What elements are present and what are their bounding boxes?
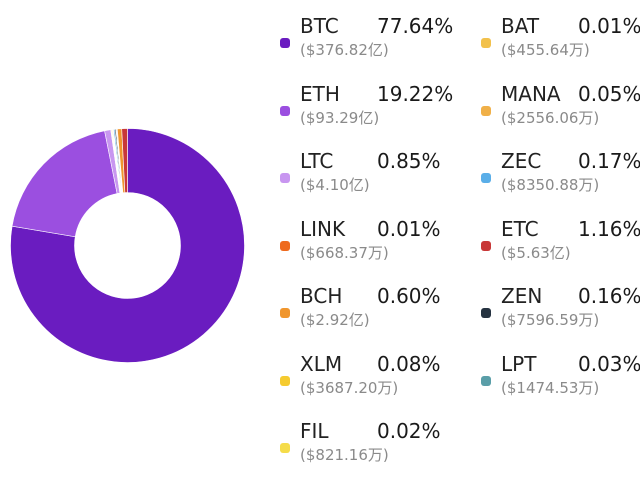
- legend-symbol: LTC: [300, 149, 334, 173]
- legend-percentage: 1.16%: [578, 216, 640, 241]
- legend-symbol: LINK: [300, 216, 346, 241]
- legend-item-eth[interactable]: ETH 19.22% ($93.29亿): [280, 81, 453, 132]
- legend-color-swatch: [481, 38, 491, 48]
- legend-item-xlm[interactable]: XLM 0.08% ($3687.20万): [280, 351, 441, 402]
- legend-symbol: MANA: [501, 81, 561, 106]
- legend-percentage: 0.01%: [578, 14, 640, 38]
- legend-amount: ($8350.88万): [501, 176, 600, 194]
- legend-amount: ($2556.06万): [501, 108, 600, 127]
- legend-percentage: 0.05%: [578, 81, 640, 106]
- legend-item-zen[interactable]: ZEN 0.16% ($7596.59万): [481, 284, 640, 334]
- legend-item-btc[interactable]: BTC 77.64% ($376.82亿): [280, 14, 453, 64]
- legend-symbol: XLM: [300, 351, 343, 376]
- legend-percentage: 19.22%: [377, 81, 454, 106]
- legend-percentage: 0.08%: [377, 351, 441, 376]
- legend-color-swatch: [481, 240, 491, 251]
- donut-chart: [10, 128, 245, 363]
- legend-percentage: 0.17%: [578, 149, 640, 173]
- legend-symbol: ZEN: [501, 284, 543, 308]
- legend-symbol: ETC: [501, 216, 539, 241]
- legend-amount: ($821.16万): [300, 446, 389, 464]
- legend-percentage: 0.60%: [377, 284, 441, 308]
- legend-color-swatch: [280, 105, 290, 116]
- legend-color-swatch: [280, 38, 290, 48]
- legend-amount: ($668.37万): [300, 243, 389, 262]
- legend-symbol: BAT: [501, 14, 540, 38]
- legend-item-bch[interactable]: BCH 0.60% ($2.92亿): [280, 284, 441, 334]
- legend-color-swatch: [280, 375, 290, 386]
- slice-btc[interactable]: [10, 128, 245, 363]
- legend-amount: ($5.63亿): [501, 243, 571, 262]
- legend-item-link[interactable]: LINK 0.01% ($668.37万): [280, 216, 441, 267]
- legend-symbol: LPT: [501, 351, 537, 376]
- legend-amount: ($4.10亿): [300, 176, 370, 194]
- legend-amount: ($3687.20万): [300, 378, 399, 397]
- legend-color-swatch: [280, 240, 290, 251]
- legend-amount: ($93.29亿): [300, 108, 380, 127]
- slice-eth[interactable]: [11, 130, 118, 238]
- legend-color-swatch: [481, 375, 491, 386]
- legend-amount: ($7596.59万): [501, 311, 600, 329]
- legend-item-mana[interactable]: MANA 0.05% ($2556.06万): [481, 82, 640, 132]
- legend-symbol: BTC: [300, 14, 339, 38]
- legend-percentage: 0.16%: [578, 284, 640, 308]
- legend-percentage: 0.85%: [377, 149, 441, 173]
- legend-amount: ($455.64万): [501, 41, 590, 59]
- legend-amount: ($1474.53万): [501, 378, 600, 397]
- legend-percentage: 0.01%: [377, 216, 441, 241]
- legend-color-swatch: [280, 173, 290, 183]
- legend-symbol: ZEC: [501, 149, 542, 173]
- legend-item-lpt[interactable]: LPT 0.03% ($1474.53万): [481, 352, 640, 402]
- legend-item-ltc[interactable]: LTC 0.85% ($4.10亿): [280, 149, 441, 199]
- legend-percentage: 0.03%: [578, 351, 640, 376]
- legend-item-fil[interactable]: FIL 0.02% ($821.16万): [280, 419, 441, 469]
- legend-percentage: 77.64%: [377, 14, 454, 38]
- legend-color-swatch: [280, 443, 290, 453]
- legend-percentage: 0.02%: [377, 419, 441, 443]
- legend-item-bat[interactable]: BAT 0.01% ($455.64万): [481, 14, 640, 64]
- legend-symbol: BCH: [300, 284, 343, 308]
- legend-item-etc[interactable]: ETC 1.16% ($5.63亿): [481, 217, 640, 267]
- legend-symbol: ETH: [300, 81, 340, 106]
- legend-color-swatch: [481, 308, 491, 318]
- legend-symbol: FIL: [300, 419, 329, 443]
- legend-color-swatch: [481, 105, 491, 116]
- slice-etc[interactable]: [121, 128, 128, 193]
- legend-item-zec[interactable]: ZEC 0.17% ($8350.88万): [481, 149, 640, 199]
- legend-amount: ($2.92亿): [300, 311, 370, 329]
- legend-color-swatch: [280, 308, 290, 318]
- legend-amount: ($376.82亿): [300, 41, 389, 59]
- legend-color-swatch: [481, 173, 491, 183]
